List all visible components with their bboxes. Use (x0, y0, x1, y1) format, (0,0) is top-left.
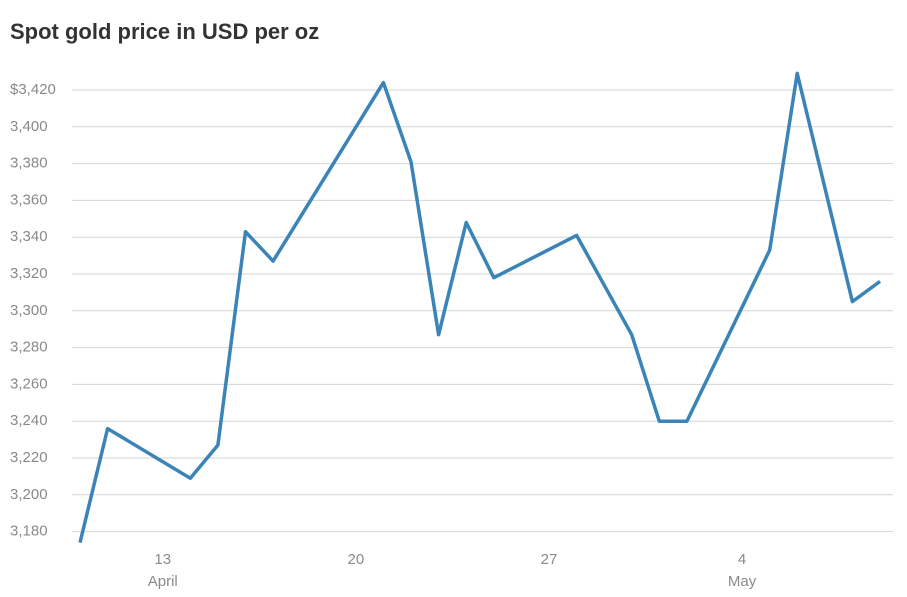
x-tick-label: 4 (738, 551, 746, 568)
y-tick-label: 3,360 (10, 191, 48, 208)
chart-title: Spot gold price in USD per oz (10, 19, 319, 44)
y-tick-label: 3,200 (10, 486, 48, 503)
y-tick-label: 3,260 (10, 375, 48, 392)
y-tick-label: 3,300 (10, 302, 48, 319)
x-tick-label: 27 (541, 551, 558, 568)
y-tick-label: 3,220 (10, 449, 48, 466)
y-tick-label: $3,420 (10, 81, 56, 98)
x-month-label: May (728, 573, 757, 590)
line-series (78, 71, 882, 544)
y-tick-label: 3,180 (10, 523, 48, 540)
x-month-label: April (148, 573, 178, 590)
x-tick-label: 13 (154, 551, 171, 568)
y-tick-label: 3,380 (10, 155, 48, 172)
y-tick-label: 3,400 (10, 118, 48, 135)
x-tick-label: 20 (348, 551, 365, 568)
y-tick-label: 3,340 (10, 228, 48, 245)
y-tick-label: 3,280 (10, 339, 48, 356)
y-tick-label: 3,320 (10, 265, 48, 282)
y-tick-label: 3,240 (10, 412, 48, 429)
